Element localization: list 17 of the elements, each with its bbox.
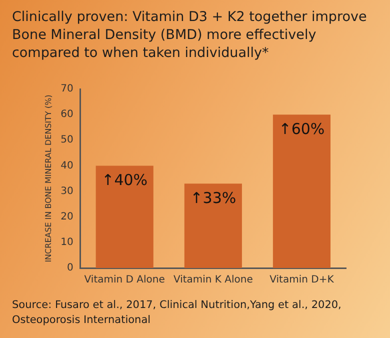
y-tick-label: 60 [60, 109, 74, 120]
x-tick-label: Vitamin D Alone [84, 274, 165, 286]
x-tick-label: Vitamin D+K [270, 274, 334, 286]
data-label: ↑33% [190, 189, 236, 208]
y-tick-label: 50 [60, 134, 74, 146]
x-tick-label: Vitamin K Alone [173, 274, 253, 286]
y-tick-label: 20 [60, 211, 74, 222]
y-tick-label: 30 [60, 186, 74, 197]
y-tick-label: 40 [60, 160, 74, 172]
y-tick-label: 10 [60, 237, 74, 248]
y-tick-label: 70 [60, 84, 74, 95]
y-axis-title: INCREASE IN BONE MINERAL DENSITY (%) [44, 94, 53, 262]
y-tick-label: 0 [66, 262, 74, 274]
data-label: ↑60% [278, 120, 325, 138]
data-label: ↑40% [102, 171, 148, 190]
chart-title: Clinically proven: Vitamin D3 + K2 together improve Bone Mineral Density (BMD) more effectively compared to when taken individually* [12, 8, 368, 62]
source-note: Source: Fusaro et al., 2017, Clinical Nutrition,Yang et al., 2020, Osteoporosis International [12, 298, 342, 328]
